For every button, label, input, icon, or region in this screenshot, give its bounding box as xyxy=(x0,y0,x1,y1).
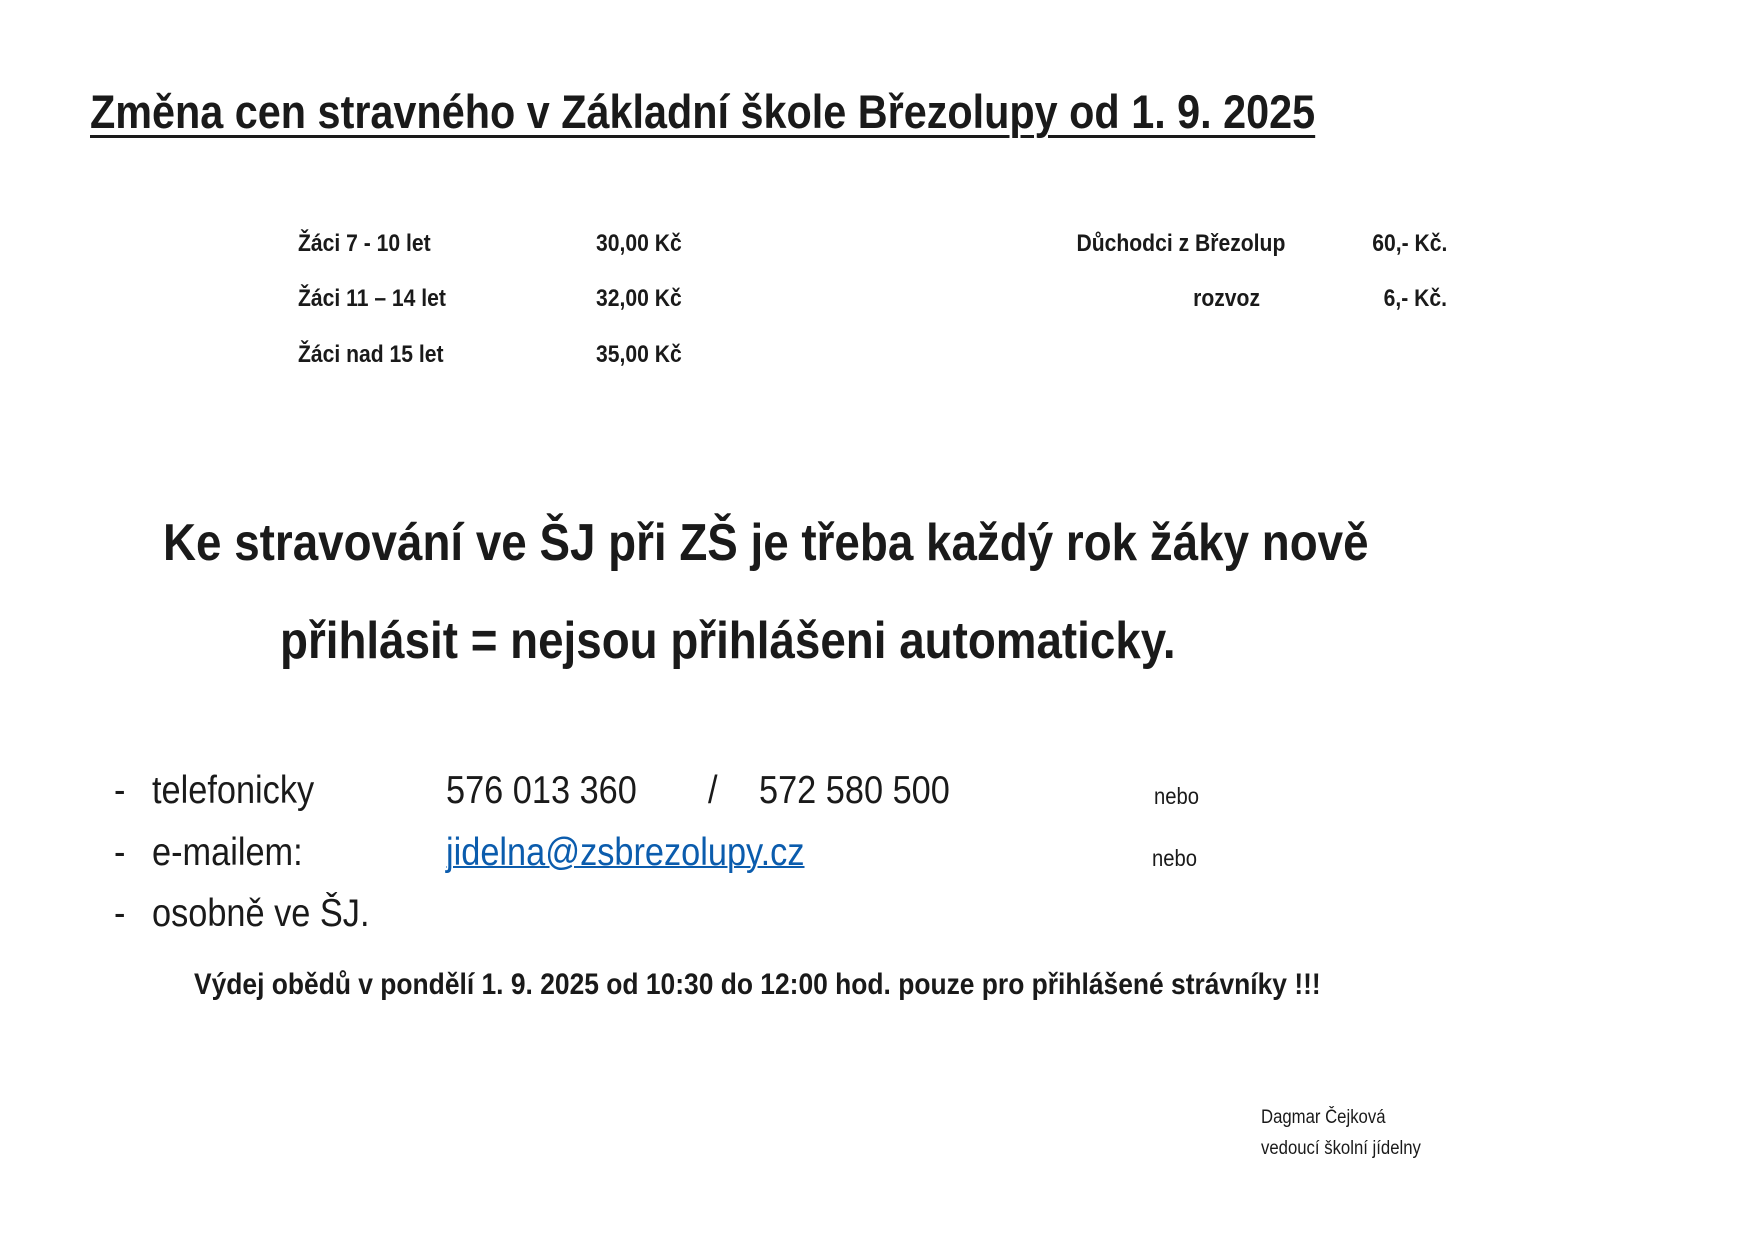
signature-role: vedoucí školní jídelny xyxy=(1261,1138,1421,1159)
price-value: 32,00 Kč xyxy=(596,285,682,312)
phone-number: 576 013 360 xyxy=(446,769,637,812)
price-label: Žáci 11 – 14 let xyxy=(298,285,446,312)
price-label: Žáci nad 15 let xyxy=(298,341,444,368)
price-value: 6,- Kč. xyxy=(1383,285,1447,312)
contact-label: osobně ve ŠJ. xyxy=(152,892,370,935)
serving-notice: Výdej obědů v pondělí 1. 9. 2025 od 10:3… xyxy=(194,968,1321,1001)
notice-line: Ke stravování ve ŠJ při ZŠ je třeba každ… xyxy=(163,514,1369,572)
price-label: Žáci 7 - 10 let xyxy=(298,230,431,257)
price-label: rozvoz xyxy=(1193,285,1260,312)
price-value: 60,- Kč. xyxy=(1371,230,1447,257)
contact-label: telefonicky xyxy=(152,769,315,812)
separator: / xyxy=(708,769,718,812)
price-value: 35,00 Kč xyxy=(596,341,682,368)
bullet: - xyxy=(114,892,126,935)
bullet: - xyxy=(114,769,126,812)
signature-name: Dagmar Čejková xyxy=(1261,1107,1386,1128)
or-text: nebo xyxy=(1152,845,1198,871)
price-label: Důchodci z Březolup xyxy=(1076,230,1285,257)
notice-line: přihlásit = nejsou přihlášeni automatick… xyxy=(280,612,1176,670)
or-text: nebo xyxy=(1154,783,1200,809)
price-value: 30,00 Kč xyxy=(596,230,682,257)
page-title: Změna cen stravného v Základní škole Bře… xyxy=(90,85,1316,138)
bullet: - xyxy=(114,831,126,874)
contact-label: e-mailem: xyxy=(152,831,303,874)
email-link[interactable]: jidelna@zsbrezolupy.cz xyxy=(446,831,805,874)
phone-number: 572 580 500 xyxy=(759,769,950,812)
